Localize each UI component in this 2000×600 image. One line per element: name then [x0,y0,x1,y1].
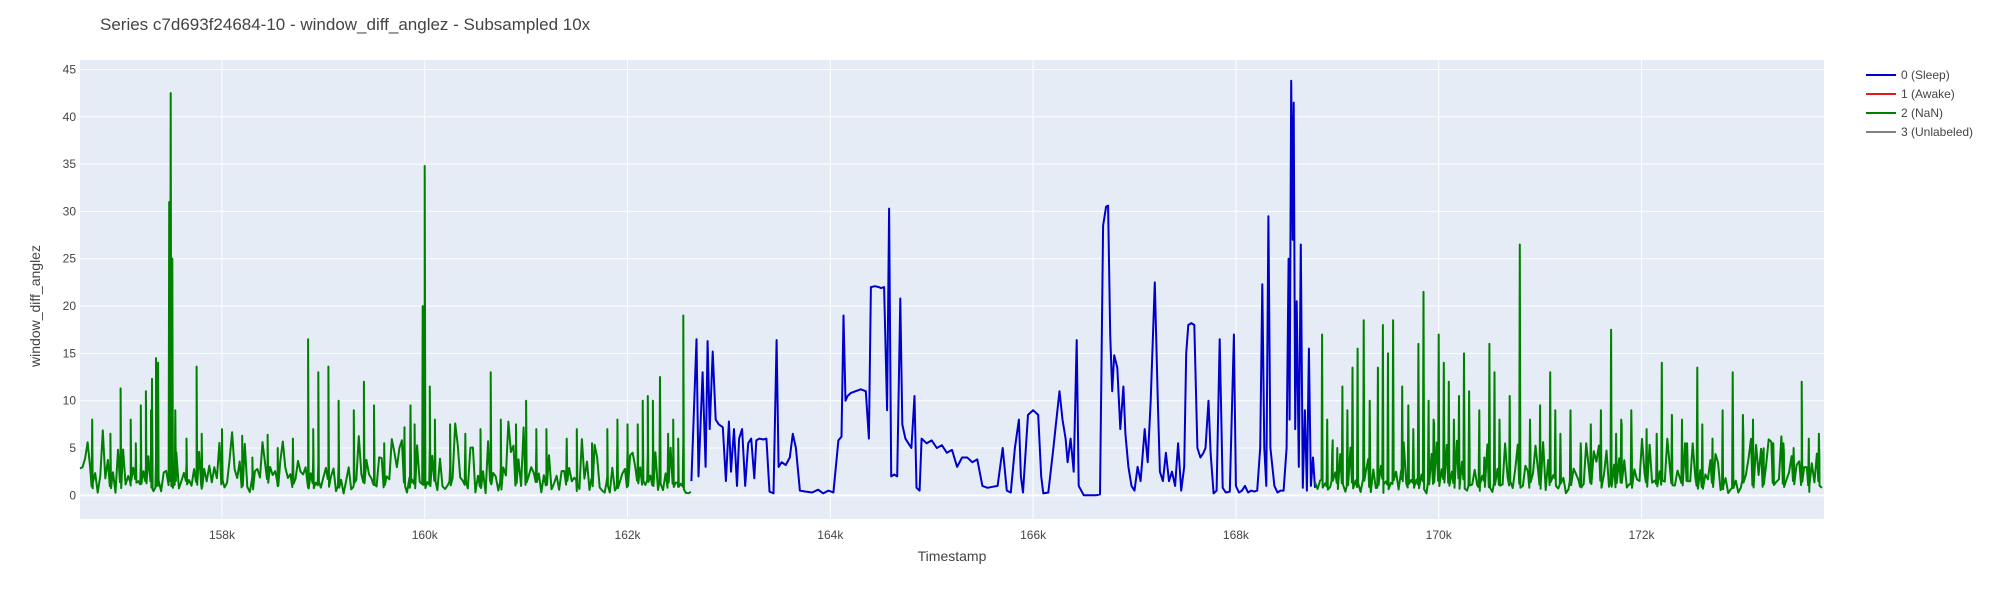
series-line-2 [79,92,692,495]
y-tick-label: 30 [63,204,77,218]
legend[interactable]: 0 (Sleep) 1 (Awake) 2 (NaN) 3 (Unlabeled) [1866,68,1973,139]
y-tick-label: 15 [63,346,77,360]
y-tick-label: 45 [63,62,77,76]
tick-labels: 158k 160k 162k 164k 166k 168k 170k 172k 0 5 10 15 20… [63,62,1656,542]
y-tick-label: 5 [69,441,76,455]
x-tick-label: 164k [817,528,844,542]
y-tick-label: 10 [63,394,77,408]
legend-label: 0 (Sleep) [1901,68,1950,82]
y-tick-label: 25 [63,252,77,266]
y-tick-label: 20 [63,299,77,313]
legend-item[interactable]: 3 (Unlabeled) [1866,125,1973,139]
series-lines [79,79,1823,497]
x-tick-label: 160k [412,528,439,542]
chart-title: Series c7d693f24684-10 - window_diff_ang… [100,15,591,34]
legend-item[interactable]: 0 (Sleep) [1866,68,1950,82]
x-tick-label: 170k [1426,528,1453,542]
x-tick-label: 162k [615,528,642,542]
x-tick-label: 166k [1020,528,1047,542]
x-tick-label: 168k [1223,528,1250,542]
x-tick-label: 158k [209,528,236,542]
y-tick-label: 40 [63,110,77,124]
grid-lines [80,60,1824,519]
legend-label: 3 (Unlabeled) [1901,125,1973,139]
legend-label: 2 (NaN) [1901,106,1943,120]
legend-label: 1 (Awake) [1901,87,1955,101]
y-axis-title: window_diff_anglez [27,245,43,368]
plot-background [80,60,1824,519]
series-line-0 [690,79,1316,497]
series-line-2 [1314,243,1823,495]
x-tick-label: 172k [1628,528,1655,542]
y-tick-label: 0 [69,488,76,502]
y-tick-label: 35 [63,157,77,171]
x-axis-title: Timestamp [918,548,987,564]
legend-item[interactable]: 1 (Awake) [1866,87,1955,101]
legend-item[interactable]: 2 (NaN) [1866,106,1943,120]
